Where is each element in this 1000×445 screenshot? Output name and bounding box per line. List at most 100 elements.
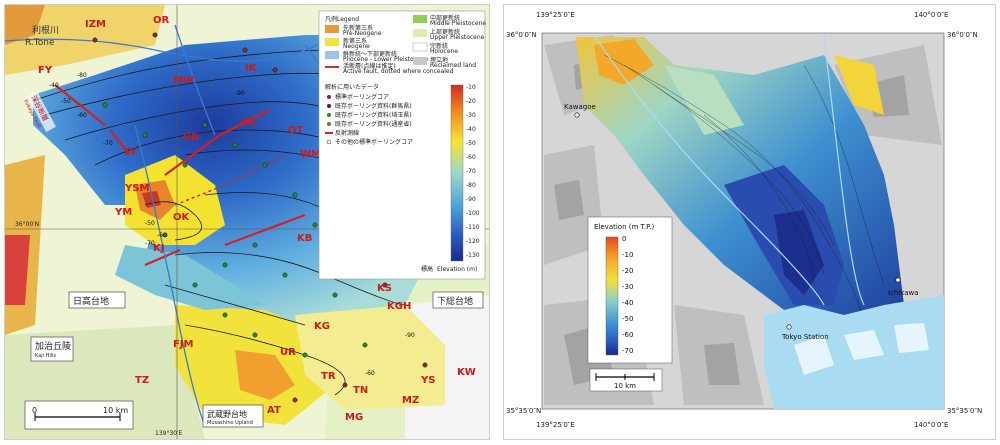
place-box-hidaka [68,291,126,309]
right-scale-box [589,368,663,392]
coord-top-right-lon: 140°0′0″E [914,11,948,19]
active-faults [54,84,306,267]
place-marker-ichikawa [895,277,901,283]
site-label: KJ [153,243,164,254]
site-label: GD [183,132,200,143]
legend-geo-en: Active fault, dotted where concealed [343,68,454,75]
coord-bottom-left-lat: 35°35′0″N [506,407,541,415]
reclaimed-land [844,330,884,360]
right-scale-bar: 10 km [589,368,663,392]
left-legend: 凡例 Legend 先新第三系 Pre-Neogene 新第三系 Neogene… [318,10,486,280]
elevation-yellow-ne [834,55,884,115]
legend-geo-en: Holocene [430,48,458,55]
right-colorbar-tick: -60 [622,331,633,339]
legend-data-marker [327,122,331,126]
legend-geo-label: 埋立地 [430,56,448,64]
colorbar-tick: -60 [466,154,476,161]
legend-swatch-reclaimed [413,57,427,65]
right-colorbar-tick: 0 [622,235,626,243]
fault-label-bg [27,91,56,132]
site-label: IZM [85,19,106,30]
right-map-panel: Kawagoe Ichikawa Tokyo Station 139°25′0″… [503,4,996,440]
site-label: KW [457,367,476,378]
place-musashino-jp: 武蔵野台地 [207,409,247,419]
elevation-south-orange [235,350,295,400]
legend-swatch-pliocene [325,51,339,59]
site-label: YS [420,375,435,386]
scale-start: 0 [32,406,37,415]
reclaimed-land [894,323,929,353]
lon-label: 139°30′E [155,430,182,437]
contour-label: -90 [235,90,245,97]
site-label: OT [288,125,304,136]
elevation-uplift-yellow [125,155,225,245]
site-label: IK [245,63,258,74]
right-map-svg: Kawagoe Ichikawa Tokyo Station 139°25′0″… [506,11,982,429]
lat-label: 36°00′N [15,221,39,228]
scale-bar-box [24,400,134,430]
contour-label: -40 [49,82,59,89]
right-rivers [593,34,865,306]
left-scale-bar: 0 10 km [24,400,134,430]
legend-data-item: 標準ボーリングコア [335,93,389,101]
legend-swatch-preneogene [325,25,339,33]
coord-top-left-lat: 36°0′0″N [506,31,537,39]
colorbar-tick: -110 [466,224,480,231]
reclaimed-land [794,335,834,375]
legend-data-item: 反射測線 [335,129,359,137]
site-label: MG [345,412,363,423]
legend-geo-en: Reclaimed land [430,62,476,69]
site-label: YSM [124,183,149,194]
place-kawagoe: Kawagoe [564,103,596,111]
site-label: MZ [402,395,419,406]
right-colorbar [605,236,619,356]
geology-preneogene-nw [5,5,45,45]
place-tokyo-station: Tokyo Station [781,333,829,341]
legend-data-marker [327,113,331,117]
legend-geo-en: Pre-Neogene [343,30,382,37]
site-label: KGH [387,301,411,312]
legend-geo-label: 先新第三系 [343,24,373,32]
place-marker-kawagoe [574,112,580,118]
elevation-se-yellow [295,305,445,410]
legend-data-item: その他の標準ボーリングコア [335,138,413,146]
place-box-musashino [202,404,264,428]
contour-label: -60 [365,370,375,377]
legend-data-item: 既存ボーリング資料(埼玉県) [335,111,412,119]
place-box-shimosa [432,291,484,309]
legend-swatch-holocene [412,42,428,52]
colorbar-tick: -80 [466,182,476,189]
contour-label: -70 [103,140,113,147]
site-label: TR [321,371,336,382]
contour-label: -50 [145,220,155,227]
colorbar-tick: -130 [466,252,480,259]
place-marker-tokyo-station [786,324,792,330]
colorbar-title-en: Elevation (m) [437,266,477,273]
legend-data-item: 既存ボーリング資料(通産省) [335,120,412,128]
elevation-deepest [774,210,824,295]
right-colorbar-ticks: 0 -10 -20 -30 -40 -50 -60 -70 [622,235,633,355]
legend-geo-label: 上部更新統 [430,28,460,36]
right-colorbar-tick: -70 [622,347,633,355]
legend-data-marker [327,104,331,108]
contour-labels: -40 -50 -60 -70 -80 -90 -50 -60 -70 -90 … [49,72,415,377]
site-label: FJM [173,339,194,350]
coord-top-right-lat: 36°0′0″N [947,31,978,39]
boring-points [92,32,428,403]
site-label: WM [300,149,321,160]
colorbar-tick: -70 [466,168,476,175]
colorbar-tick: -20 [466,98,476,105]
right-contours [603,54,885,326]
contour-label: -50 [61,98,71,105]
legend-geo-label: 鮮新統～下部更新統 [343,50,397,58]
colorbar-tick: -120 [466,238,480,245]
site-label: AT [267,405,281,416]
legend-geo-label: 中部更新統 [430,14,460,22]
place-shimosa: 下総台地 [437,295,473,307]
legend-geo-en: Pliocene - Lower Pleistocene [343,56,429,63]
scale-end: 10 km [103,406,128,415]
legend-data-marker [327,95,331,99]
legend-geo-en: Neogene [343,43,370,50]
site-label: UR [280,347,296,358]
colorbar-tick: -50 [466,140,476,147]
